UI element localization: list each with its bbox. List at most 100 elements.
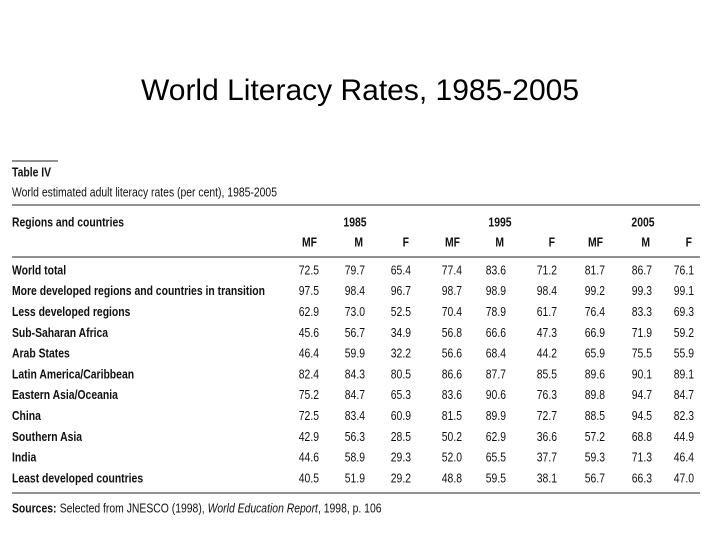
year-header: 1995: [488, 215, 512, 229]
cell: 83.6: [442, 388, 463, 402]
cell: 68.8: [632, 430, 653, 444]
cell: 90.6: [486, 388, 507, 402]
cell: 50.2: [442, 430, 462, 444]
row-name: World total: [12, 263, 66, 277]
row-header: Regions and countries: [12, 215, 124, 229]
cell: 97.5: [299, 284, 320, 298]
cell: 72.5: [299, 263, 320, 277]
cell: 89.9: [486, 409, 506, 423]
cell: 70.4: [442, 305, 463, 319]
cell: 60.9: [391, 409, 411, 423]
column-header: M: [354, 235, 363, 249]
row-name: India: [12, 451, 37, 465]
row-name: China: [12, 409, 41, 423]
cell: 59.3: [585, 451, 606, 465]
cell: 65.5: [486, 451, 507, 465]
cell: 85.5: [537, 367, 558, 381]
cell: 86.7: [632, 263, 652, 277]
cell: 42.9: [299, 430, 319, 444]
row-name: Eastern Asia/Oceania: [12, 388, 118, 402]
cell: 99.3: [632, 284, 653, 298]
cell: 61.7: [537, 305, 557, 319]
cell: 87.7: [486, 367, 506, 381]
source-italic: World Education Report: [208, 501, 319, 515]
cell: 32.2: [391, 347, 411, 361]
cell: 56.6: [442, 347, 463, 361]
cell: 89.1: [674, 367, 694, 381]
row-name: Least developed countries: [12, 471, 144, 485]
cell: 82.3: [674, 409, 695, 423]
column-header: MF: [588, 235, 603, 249]
cell: 84.7: [674, 388, 694, 402]
column-header: M: [495, 235, 504, 249]
cell: 47.0: [674, 471, 695, 485]
row-name: Sub-Saharan Africa: [12, 326, 108, 340]
cell: 96.7: [391, 284, 411, 298]
cell: 94.5: [632, 409, 653, 423]
cell: 62.9: [299, 305, 319, 319]
cell: 75.5: [632, 347, 653, 361]
column-header: MF: [302, 235, 317, 249]
cell: 57.2: [585, 430, 605, 444]
cell: 82.4: [299, 367, 320, 381]
cell: 83.3: [632, 305, 653, 319]
cell: 34.9: [391, 326, 411, 340]
column-header: F: [549, 235, 555, 249]
source-label: Sources:: [12, 501, 56, 515]
cell: 28.5: [391, 430, 412, 444]
cell: 90.1: [632, 367, 652, 381]
cell: 83.4: [345, 409, 366, 423]
cell: 47.3: [537, 326, 558, 340]
cell: 94.7: [632, 388, 652, 402]
cell: 98.7: [442, 284, 462, 298]
cell: 72.7: [537, 409, 557, 423]
cell: 38.1: [537, 471, 557, 485]
cell: 59.5: [486, 471, 507, 485]
cell: 68.4: [486, 347, 507, 361]
cell: 71.3: [632, 451, 653, 465]
cell: 65.9: [585, 347, 605, 361]
cell: 29.2: [391, 471, 411, 485]
cell: 98.4: [345, 284, 366, 298]
cell: 99.2: [585, 284, 605, 298]
cell: 76.4: [585, 305, 606, 319]
cell: 59.9: [345, 347, 365, 361]
cell: 99.1: [674, 284, 694, 298]
cell: 46.4: [299, 347, 320, 361]
cell: 84.3: [345, 367, 366, 381]
slide-title: World Literacy Rates, 1985-2005: [141, 74, 579, 107]
cell: 84.7: [345, 388, 365, 402]
cell: 44.2: [537, 347, 557, 361]
cell: 86.6: [442, 367, 463, 381]
cell: 81.7: [585, 263, 605, 277]
cell: 98.9: [486, 284, 506, 298]
table: Table IV World estimated adult literacy r…: [12, 165, 694, 515]
cell: 52.0: [442, 451, 463, 465]
source-tail: , 1998, p. 106: [318, 501, 382, 515]
column-header: MF: [445, 235, 460, 249]
cell: 44.9: [674, 430, 694, 444]
cell: 89.8: [585, 388, 606, 402]
cell: 69.3: [674, 305, 695, 319]
cell: 76.1: [674, 263, 694, 277]
row-name: Southern Asia: [12, 430, 82, 444]
cell: 73.0: [345, 305, 366, 319]
cell: 66.3: [632, 471, 653, 485]
cell: 80.5: [391, 367, 412, 381]
year-header: 2005: [631, 215, 655, 229]
cell: 46.4: [674, 451, 695, 465]
cell: 66.9: [585, 326, 605, 340]
source-text: Selected from JNESCO (1998),: [60, 501, 208, 515]
cell: 56.8: [442, 326, 463, 340]
column-header: F: [686, 235, 692, 249]
cell: 56.7: [345, 326, 365, 340]
cell: 83.6: [486, 263, 507, 277]
cell: 79.7: [345, 263, 365, 277]
cell: 29.3: [391, 451, 412, 465]
cell: 65.4: [391, 263, 412, 277]
cell: 36.6: [537, 430, 558, 444]
table-label: Table IV: [12, 165, 51, 179]
cell: 48.8: [442, 471, 463, 485]
cell: 56.3: [345, 430, 366, 444]
table-caption: World estimated adult literacy rates (pe…: [12, 185, 277, 199]
